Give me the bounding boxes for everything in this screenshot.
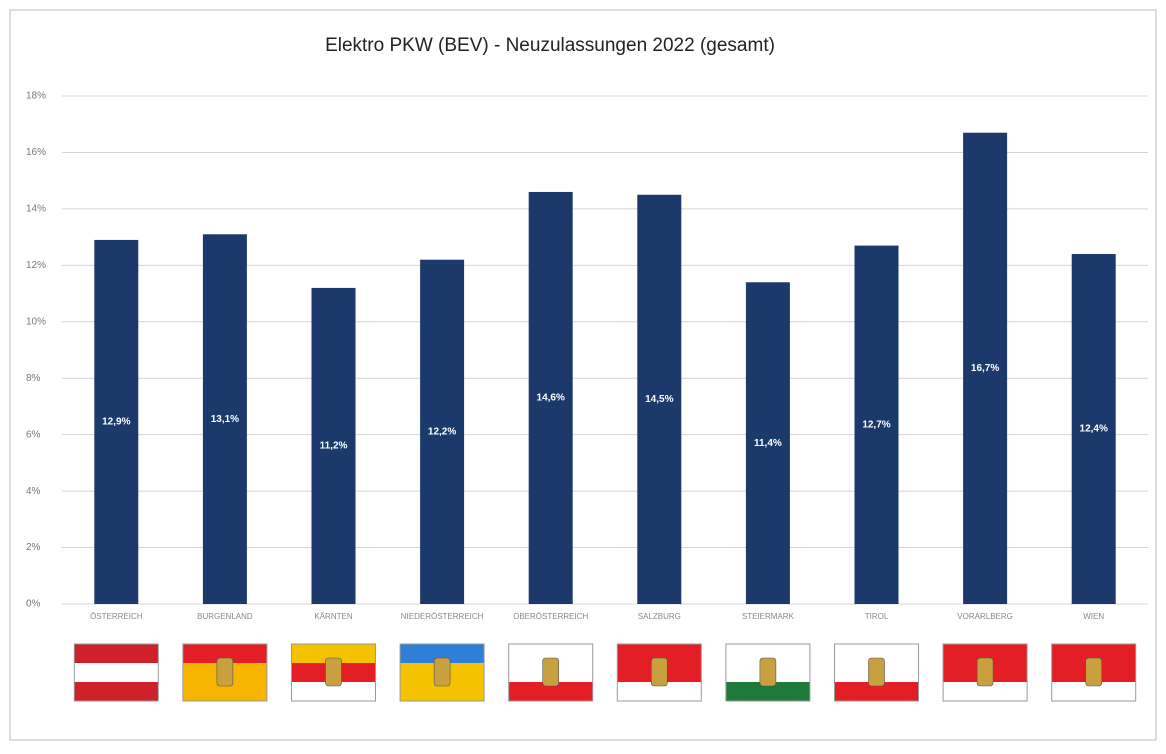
flag-border <box>725 643 811 702</box>
flag-stripe <box>725 644 810 664</box>
x-tick-label: BURGENLAND <box>197 612 253 621</box>
flag-coat <box>759 657 777 687</box>
flag-border <box>182 643 268 702</box>
flag-border <box>616 643 702 702</box>
y-tick-label: 16% <box>26 147 46 158</box>
flag-stripe <box>1051 644 1136 664</box>
y-tick-label: 10% <box>26 316 46 327</box>
flag-coat <box>542 657 560 687</box>
value-label: 12,4% <box>1080 424 1108 435</box>
bar <box>202 234 247 605</box>
flag-stripe <box>182 644 267 664</box>
x-tick-label: TIROL <box>865 612 889 621</box>
flag-stripe <box>182 682 267 702</box>
bar <box>963 132 1008 604</box>
x-tick-label: KÄRNTEN <box>314 612 352 621</box>
flag-stripe <box>1051 682 1136 702</box>
flag-border <box>942 643 1028 702</box>
y-tick-label: 6% <box>26 429 41 440</box>
bar <box>311 287 356 604</box>
flag-stripe <box>943 644 1028 664</box>
flag-stripe <box>943 682 1028 702</box>
bar <box>854 245 899 605</box>
bar <box>745 282 790 604</box>
bar <box>1071 254 1116 605</box>
y-tick-label: 4% <box>26 486 41 497</box>
x-tick-label: NIEDERÖSTERREICH <box>401 612 484 621</box>
y-tick-label: 12% <box>26 260 46 271</box>
flag-border <box>1051 643 1137 702</box>
flag-stripe <box>400 644 485 664</box>
x-tick-label: VORARLBERG <box>957 612 1013 621</box>
flag-coat <box>976 657 994 687</box>
flag-stripe <box>508 644 593 664</box>
value-label: 13,1% <box>211 414 239 425</box>
x-tick-label: ÖSTERREICH <box>90 612 143 621</box>
flag-border <box>508 643 594 702</box>
flag-stripe <box>617 682 702 702</box>
value-label: 14,5% <box>645 394 673 405</box>
flag-border <box>399 643 485 702</box>
value-label: 12,7% <box>862 419 890 430</box>
x-tick-label: WIEN <box>1083 612 1104 621</box>
flag-coat <box>1085 657 1102 687</box>
x-tick-label: STEIERMARK <box>742 612 795 621</box>
flag-stripe <box>725 682 810 702</box>
x-tick-label: OBERÖSTERREICH <box>513 612 588 621</box>
value-label: 12,2% <box>428 426 456 437</box>
flag-stripe <box>834 644 919 664</box>
flag-stripe <box>291 682 376 702</box>
flag-coat <box>216 657 234 687</box>
value-label: 14,6% <box>537 393 565 404</box>
flag-stripe <box>74 663 159 683</box>
value-label: 11,2% <box>320 441 348 452</box>
flag-stripe <box>74 644 159 664</box>
flag-stripe <box>617 644 702 664</box>
flag-coat <box>868 657 885 687</box>
bar <box>637 194 682 604</box>
flag-coat <box>325 657 342 687</box>
y-tick-label: 14% <box>26 204 46 215</box>
flag-stripe <box>834 682 919 702</box>
value-label: 12,9% <box>102 417 130 428</box>
bar <box>528 191 573 604</box>
y-tick-label: 18% <box>26 91 46 102</box>
flag-border <box>291 643 376 702</box>
x-tick-label: SALZBURG <box>638 612 681 621</box>
chart-title: Elektro PKW (BEV) - Neuzulassungen 2022 … <box>325 35 775 56</box>
flag-stripe <box>291 644 376 664</box>
bar <box>420 259 465 604</box>
value-label: 11,4% <box>754 438 782 449</box>
flags <box>73 643 1137 702</box>
flag-coat <box>433 657 451 687</box>
flag-stripe <box>508 682 593 702</box>
flag-border <box>73 643 159 702</box>
y-tick-label: 8% <box>26 373 41 384</box>
y-tick-label: 2% <box>26 542 41 553</box>
flag-border <box>834 643 919 702</box>
flag-stripe <box>400 682 485 702</box>
flag-stripe <box>74 682 159 702</box>
flag-coat <box>650 657 668 687</box>
y-tick-label: 0% <box>26 599 41 610</box>
value-label: 16,7% <box>971 363 999 374</box>
bar <box>94 239 139 604</box>
